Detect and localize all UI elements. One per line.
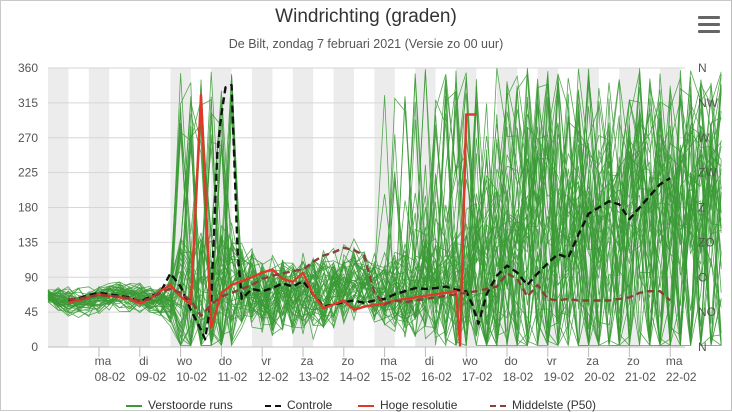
x-tick-date: 12-02: [258, 370, 289, 384]
x-tick-weekday: wo: [462, 354, 479, 368]
x-tick-weekday: di: [139, 354, 148, 368]
y-tick-label-left: 45: [25, 305, 39, 319]
legend-line-icon: [358, 404, 374, 407]
y-tick-label-right: NW: [698, 96, 719, 110]
legend-item-middelste[interactable]: Middelste (P50): [490, 398, 596, 412]
legend-item-hoge-resolutie[interactable]: Hoge resolutie: [358, 398, 457, 412]
x-tick-date: 11-02: [217, 370, 247, 384]
ensemble-member-line: [47, 74, 722, 347]
ensemble-member-line: [47, 95, 722, 346]
y-tick-label-right: W: [698, 131, 710, 145]
y-tick-label-right: NO: [698, 305, 716, 319]
ensemble-member-line: [47, 92, 722, 347]
y-tick-label-left: 135: [18, 235, 38, 249]
y-tick-label-left: 0: [31, 340, 38, 354]
ensemble-member-line: [47, 71, 722, 346]
y-tick-label-right: ZW: [698, 166, 717, 180]
x-tick-weekday: ma: [666, 354, 683, 368]
x-tick-date: 10-02: [176, 370, 207, 384]
ensemble-member-line: [47, 81, 722, 346]
series-hoge-resolutie-line: [68, 93, 477, 347]
chart-subtitle: De Bilt, zondag 7 februari 2021 (Versie …: [228, 37, 504, 51]
x-tick-date: 19-02: [543, 370, 574, 384]
x-tick-date: 20-02: [584, 370, 615, 384]
x-tick-weekday: za: [301, 354, 314, 368]
x-tick-weekday: do: [504, 354, 518, 368]
y-tick-label-left: 90: [25, 270, 39, 284]
y-tick-label-left: 315: [18, 96, 38, 110]
hamburger-menu-icon[interactable]: [698, 16, 720, 36]
y-tick-label-left: 225: [18, 166, 38, 180]
legend-line-icon: [126, 404, 142, 407]
x-tick-weekday: di: [425, 354, 434, 368]
y-tick-label-left: 270: [18, 131, 38, 145]
x-tick-weekday: wo: [176, 354, 193, 368]
legend-item-verstoorde-runs[interactable]: Verstoorde runs: [126, 398, 233, 412]
x-tick-date: 22-02: [666, 370, 697, 384]
x-tick-date: 21-02: [625, 370, 656, 384]
legend-dashed-line-icon: [490, 404, 506, 407]
x-tick-weekday: ma: [95, 354, 112, 368]
chart-title: Windrichting (graden): [275, 6, 457, 27]
x-tick-weekday: vr: [547, 354, 557, 368]
y-tick-label-right: N: [698, 340, 707, 354]
y-tick-label-left: 180: [18, 201, 38, 215]
ensemble-member-line: [47, 76, 722, 347]
ensemble-member-line: [47, 67, 722, 346]
y-tick-label-right: ZO: [698, 235, 715, 249]
series-controle-line: [68, 83, 671, 341]
y-tick-label-right: Z: [698, 201, 705, 215]
x-tick-date: 14-02: [339, 370, 370, 384]
ensemble-member-line: [47, 98, 722, 346]
x-tick-date: 15-02: [380, 370, 411, 384]
x-tick-weekday: do: [219, 354, 233, 368]
x-tick-weekday: vr: [261, 354, 271, 368]
chart-legend: Verstoorde runs Controle Hoge resolutie …: [0, 398, 732, 412]
series-middelste-p50-line: [68, 246, 672, 318]
x-tick-date: 09-02: [135, 370, 166, 384]
x-tick-weekday: ma: [380, 354, 397, 368]
x-tick-weekday: zo: [341, 354, 354, 368]
x-tick-weekday: zo: [627, 354, 640, 368]
x-tick-date: 13-02: [299, 370, 330, 384]
legend-item-controle[interactable]: Controle: [265, 398, 332, 412]
x-tick-date: 18-02: [503, 370, 534, 384]
x-tick-date: 16-02: [421, 370, 452, 384]
x-tick-date: 17-02: [462, 370, 493, 384]
legend-dashed-line-icon: [265, 404, 281, 407]
y-tick-label-left: 360: [18, 61, 38, 75]
x-tick-date: 08-02: [95, 370, 126, 384]
y-tick-label-right: O: [698, 270, 707, 284]
x-tick-weekday: za: [586, 354, 599, 368]
y-tick-label-right: N: [698, 61, 707, 75]
